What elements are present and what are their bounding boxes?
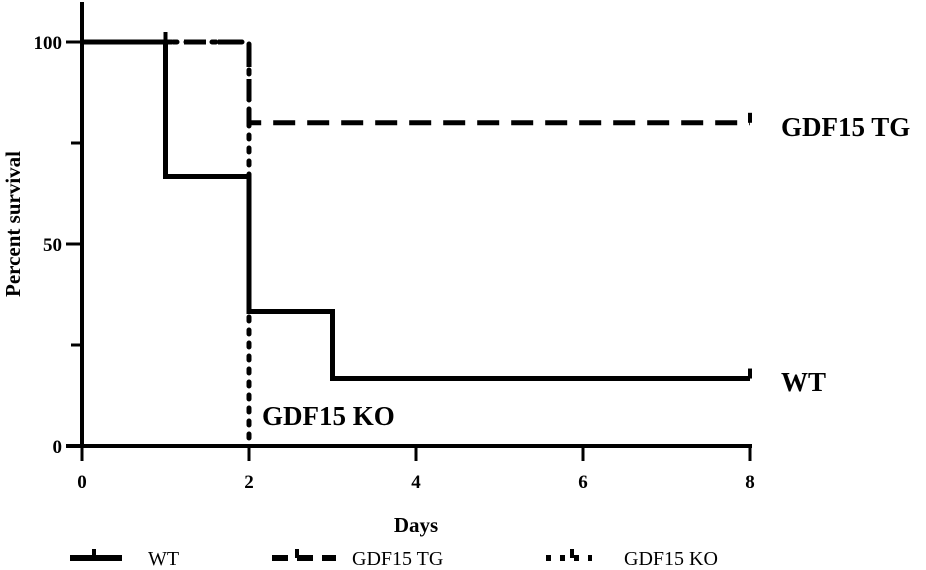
x-tick-label-6: 6 [578,472,588,493]
x-axis-title: Days [394,513,438,537]
legend-item-gdf15-ko: GDF15 KO [546,548,718,570]
labels-layer: Days Percent survival GDF15 TG WT GDF15 … [1,112,910,537]
series-label-wt: WT [781,367,826,397]
ticks-layer: 0 2 4 6 8 0 50 100 [34,33,755,493]
legend-item-wt: WT [70,548,179,570]
legend-label-gdf15-ko: GDF15 KO [624,548,718,570]
series-line-wt [82,39,750,382]
axes-layer [66,2,752,448]
series-line-gdf15-ko [79,39,252,449]
series-label-gdf15-tg: GDF15 TG [781,112,910,142]
series-line-gdf15-tg [82,39,750,126]
x-tick-label-8: 8 [745,472,755,493]
x-tick-label-2: 2 [244,472,254,493]
legend-label-wt: WT [148,548,179,570]
legend-item-gdf15-tg: GDF15 TG [272,548,443,570]
y-tick-label-100: 100 [34,33,63,54]
x-tick-label-4: 4 [411,472,421,493]
legend-label-gdf15-tg: GDF15 TG [352,548,443,570]
legend: WT GDF15 TG GDF15 KO [70,548,718,570]
y-axis-title: Percent survival [1,151,25,297]
y-tick-label-50: 50 [43,235,62,256]
x-tick-label-0: 0 [77,472,87,493]
series-layer [79,32,752,449]
y-tick-label-0: 0 [53,437,63,458]
series-label-gdf15-ko: GDF15 KO [262,401,395,431]
